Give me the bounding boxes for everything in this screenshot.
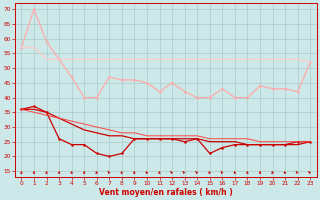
X-axis label: Vent moyen/en rafales ( km/h ): Vent moyen/en rafales ( km/h ) [99, 188, 233, 197]
